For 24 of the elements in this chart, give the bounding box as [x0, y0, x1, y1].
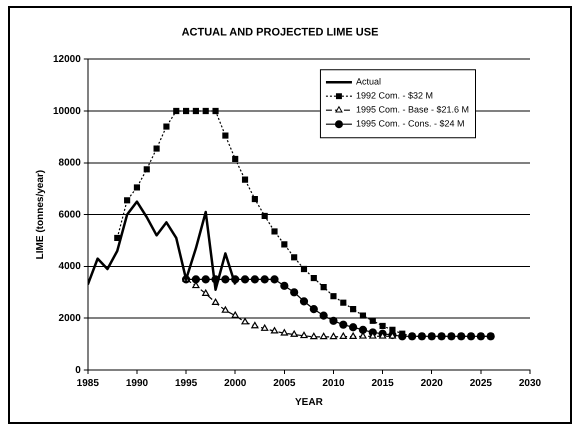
- x-tick-label: 2010: [322, 378, 346, 389]
- x-tick-label: 1990: [126, 378, 148, 389]
- y-tick-label: 8000: [58, 158, 82, 169]
- y-tick-label: 12000: [52, 54, 82, 65]
- legend-label: Actual: [356, 76, 381, 87]
- y-axis-title: LIME (tonnes/year): [34, 170, 46, 260]
- y-tick-label: 2000: [58, 312, 82, 324]
- y-tick-label: 6000: [58, 209, 82, 220]
- x-tick-label: 2025: [470, 378, 492, 389]
- x-tick-label: 2015: [371, 378, 394, 389]
- y-tick-label: 10000: [52, 106, 82, 117]
- x-tick-label: 2000: [224, 378, 247, 389]
- legend-label: 1992 Com. - $32 M: [356, 90, 433, 101]
- y-tick-label: 0: [75, 364, 82, 376]
- x-tick-label: 2020: [420, 378, 444, 389]
- x-tick-label: 2005: [273, 378, 296, 389]
- x-axis-title: YEAR: [295, 396, 324, 408]
- y-tick-label: 4000: [58, 261, 82, 272]
- x-tick-label: 1995: [174, 378, 198, 389]
- legend-label: 1995 Com. - Base - $21.6 M: [356, 104, 470, 115]
- legend-label: 1995 Com. - Cons. - $24 M: [356, 118, 464, 129]
- x-tick-label: 2030: [518, 378, 542, 389]
- x-tick-label: 1985: [76, 378, 100, 389]
- chart-title: ACTUAL AND PROJECTED LIME USE: [182, 26, 378, 39]
